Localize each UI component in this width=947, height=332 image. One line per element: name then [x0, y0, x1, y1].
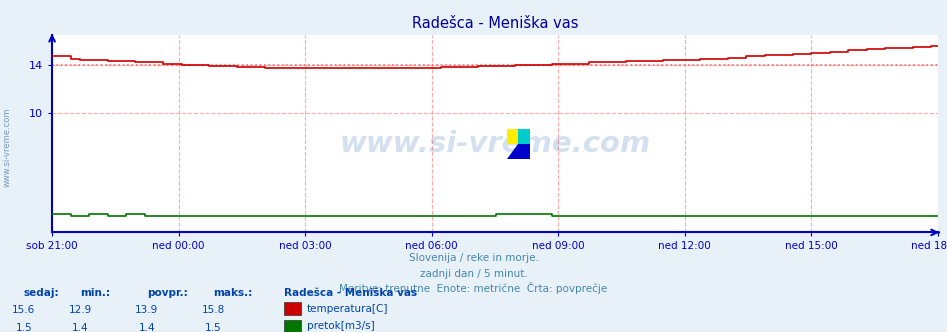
Text: pretok[m3/s]: pretok[m3/s] — [307, 321, 375, 331]
Bar — [519, 129, 530, 144]
Text: min.:: min.: — [80, 288, 111, 298]
Text: 13.9: 13.9 — [135, 305, 158, 315]
Text: Radešca - Meniška vas: Radešca - Meniška vas — [284, 288, 418, 298]
Text: 1.4: 1.4 — [72, 323, 89, 332]
Polygon shape — [507, 144, 519, 159]
Text: sedaj:: sedaj: — [24, 288, 60, 298]
Text: 1.5: 1.5 — [15, 323, 32, 332]
Text: temperatura[C]: temperatura[C] — [307, 304, 388, 314]
Text: 15.6: 15.6 — [12, 305, 35, 315]
Text: Meritve: trenutne  Enote: metrične  Črta: povprečje: Meritve: trenutne Enote: metrične Črta: … — [339, 283, 608, 294]
Bar — [507, 129, 519, 144]
Text: 1.4: 1.4 — [138, 323, 155, 332]
Text: www.si-vreme.com: www.si-vreme.com — [3, 108, 12, 188]
Title: Radešca - Meniška vas: Radešca - Meniška vas — [412, 16, 578, 31]
Text: 12.9: 12.9 — [69, 305, 92, 315]
Text: 15.8: 15.8 — [202, 305, 224, 315]
Text: povpr.:: povpr.: — [147, 288, 188, 298]
Text: www.si-vreme.com: www.si-vreme.com — [339, 129, 651, 157]
Text: maks.:: maks.: — [213, 288, 252, 298]
Text: Slovenija / reke in morje.: Slovenija / reke in morje. — [408, 253, 539, 263]
Bar — [519, 144, 530, 159]
Text: zadnji dan / 5 minut.: zadnji dan / 5 minut. — [420, 269, 527, 279]
Text: 1.5: 1.5 — [205, 323, 222, 332]
